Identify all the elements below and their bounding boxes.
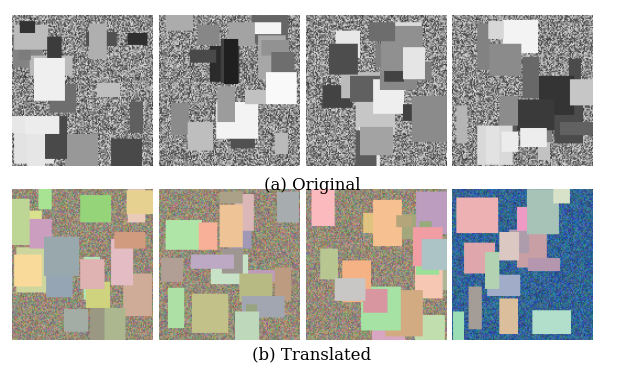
Text: (b) Translated: (b) Translated xyxy=(253,347,371,364)
Text: (a) Original: (a) Original xyxy=(264,176,360,194)
